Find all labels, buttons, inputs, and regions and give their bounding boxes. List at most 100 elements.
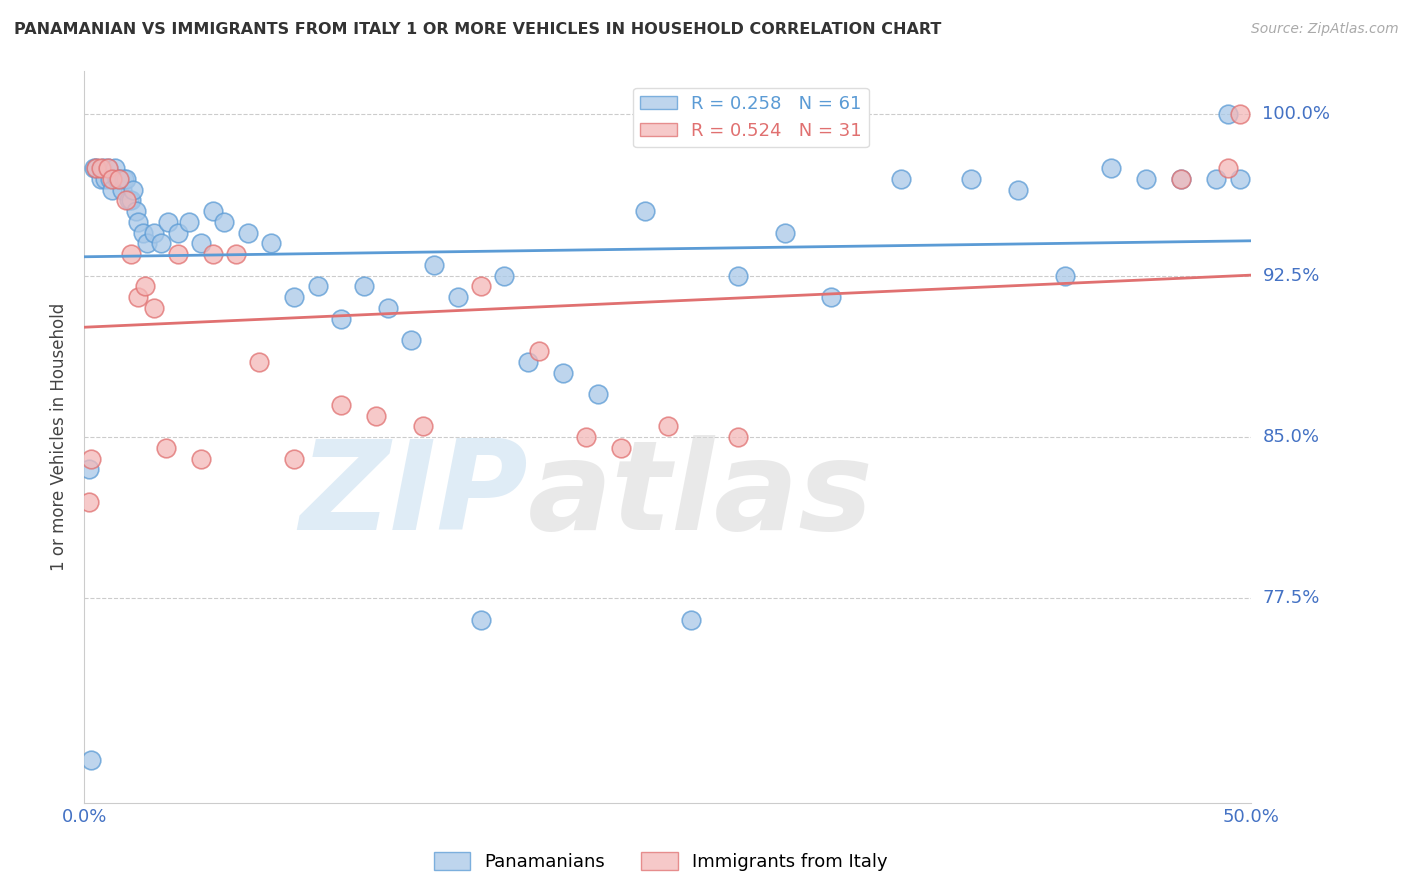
Point	[1135, 172, 1157, 186]
Point	[610, 441, 633, 455]
Point	[134, 279, 156, 293]
Point	[225, 247, 247, 261]
Point	[127, 290, 149, 304]
Text: 100.0%: 100.0%	[1263, 105, 1330, 123]
Point	[529, 344, 551, 359]
Point	[412, 419, 434, 434]
Point	[143, 301, 166, 315]
Point	[516, 355, 538, 369]
Point	[214, 215, 236, 229]
Text: 77.5%: 77.5%	[1263, 590, 1320, 607]
Point	[960, 172, 983, 186]
Point	[98, 172, 121, 186]
Point	[575, 430, 598, 444]
Point	[551, 366, 574, 380]
Point	[122, 183, 145, 197]
Point	[247, 355, 270, 369]
Point	[1053, 268, 1076, 283]
Text: ZIP: ZIP	[299, 435, 527, 556]
Point	[80, 451, 103, 466]
Point	[101, 172, 124, 186]
Point	[155, 441, 177, 455]
Point	[94, 172, 117, 186]
Point	[190, 236, 212, 251]
Point	[136, 236, 159, 251]
Point	[447, 290, 470, 304]
Point	[118, 194, 141, 208]
Point	[1229, 107, 1251, 121]
Text: 85.0%: 85.0%	[1263, 428, 1319, 446]
Point	[1216, 161, 1239, 176]
Point	[1007, 183, 1029, 197]
Point	[132, 226, 155, 240]
Point	[1229, 172, 1251, 186]
Text: Source: ZipAtlas.com: Source: ZipAtlas.com	[1251, 22, 1399, 37]
Point	[77, 494, 100, 508]
Point	[330, 398, 353, 412]
Point	[104, 161, 127, 176]
Point	[470, 613, 492, 627]
Point	[84, 161, 107, 176]
Point	[127, 215, 149, 229]
Point	[91, 161, 114, 176]
Point	[120, 247, 142, 261]
Text: atlas: atlas	[527, 435, 873, 556]
Point	[1205, 172, 1227, 186]
Point	[97, 161, 120, 176]
Point	[283, 451, 305, 466]
Point	[494, 268, 516, 283]
Point	[166, 247, 188, 261]
Point	[143, 226, 166, 240]
Point	[201, 204, 224, 219]
Point	[307, 279, 329, 293]
Text: PANAMANIAN VS IMMIGRANTS FROM ITALY 1 OR MORE VEHICLES IN HOUSEHOLD CORRELATION : PANAMANIAN VS IMMIGRANTS FROM ITALY 1 OR…	[14, 22, 942, 37]
Point	[1170, 172, 1192, 186]
Point	[90, 172, 112, 186]
Point	[77, 462, 100, 476]
Point	[97, 161, 120, 176]
Text: 92.5%: 92.5%	[1263, 267, 1320, 285]
Point	[125, 204, 148, 219]
Point	[166, 226, 188, 240]
Point	[727, 430, 749, 444]
Point	[111, 183, 134, 197]
Point	[115, 194, 138, 208]
Point	[90, 161, 112, 176]
Point	[1216, 107, 1239, 121]
Point	[108, 172, 131, 186]
Y-axis label: 1 or more Vehicles in Household: 1 or more Vehicles in Household	[51, 303, 69, 571]
Point	[470, 279, 492, 293]
Point	[190, 451, 212, 466]
Point	[657, 419, 679, 434]
Point	[423, 258, 446, 272]
Point	[633, 204, 655, 219]
Point	[115, 172, 138, 186]
Point	[820, 290, 842, 304]
Point	[150, 236, 173, 251]
Point	[157, 215, 180, 229]
Legend: R = 0.258   N = 61, R = 0.524   N = 31: R = 0.258 N = 61, R = 0.524 N = 31	[633, 87, 869, 147]
Point	[681, 613, 703, 627]
Point	[120, 194, 142, 208]
Point	[179, 215, 201, 229]
Point	[353, 279, 375, 293]
Point	[727, 268, 749, 283]
Point	[1170, 172, 1192, 186]
Point	[112, 172, 135, 186]
Point	[84, 161, 107, 176]
Legend: Panamanians, Immigrants from Italy: Panamanians, Immigrants from Italy	[427, 845, 894, 879]
Point	[586, 387, 609, 401]
Point	[283, 290, 305, 304]
Point	[330, 311, 353, 326]
Point	[366, 409, 388, 423]
Point	[80, 753, 103, 767]
Point	[260, 236, 283, 251]
Point	[83, 161, 105, 176]
Point	[890, 172, 912, 186]
Point	[377, 301, 399, 315]
Point	[101, 183, 124, 197]
Point	[105, 172, 128, 186]
Point	[399, 333, 422, 347]
Point	[108, 172, 131, 186]
Point	[236, 226, 259, 240]
